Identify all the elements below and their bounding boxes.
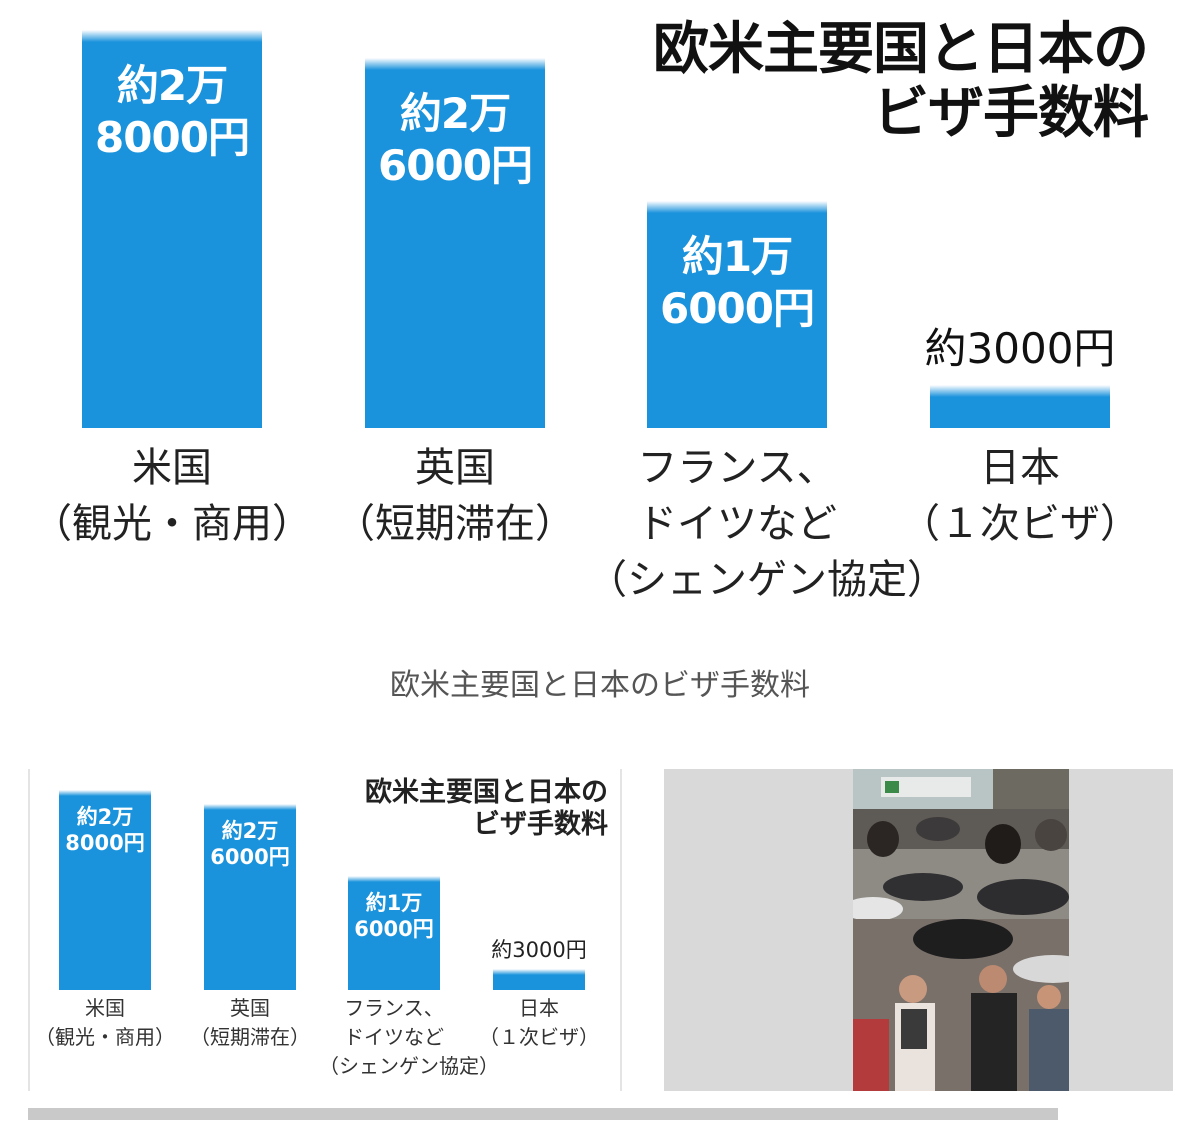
thumbnail-category-label-4: 日本 （１次ビザ） — [464, 994, 614, 1052]
crowd-photo-image — [853, 769, 1069, 1091]
value-label-1-line-2: 8000円 — [95, 113, 250, 162]
value-label-4-line-1: 約3000円 — [924, 324, 1116, 373]
horizontal-scrollbar[interactable] — [28, 1108, 1058, 1120]
thumbnail-value-label-1: 約2万 8000円 — [49, 804, 161, 856]
thumbnail-value-label-4: 約3000円 — [483, 937, 595, 963]
category-label-1: 米国 （観光・商用） — [22, 440, 322, 552]
thumbnail-value-label-1-line-1: 約2万 — [76, 805, 134, 829]
thumbnail-category-label-2-line-2: （短期滞在） — [190, 1025, 310, 1049]
thumbnail-bar-2 — [204, 804, 296, 990]
thumbnail-category-label-2: 英国 （短期滞在） — [175, 994, 325, 1052]
category-label-3-line-2: ドイツなど — [637, 501, 837, 547]
thumbnail-title-line-1: 欧米主要国と日本の — [365, 777, 608, 808]
thumbnail-value-label-4-line-1: 約3000円 — [491, 938, 587, 962]
thumbnail-value-label-2: 約2万 6000円 — [194, 818, 306, 870]
chart-title-line-2: ビザ手数料 — [873, 81, 1149, 146]
value-label-4: 約3000円 — [910, 323, 1130, 375]
category-label-4: 日本 （１次ビザ） — [870, 440, 1170, 552]
thumbnail-category-label-3-line-3: （シェンゲン協定） — [319, 1054, 499, 1078]
thumbnail-bar-4 — [493, 969, 585, 990]
thumbnail-value-label-3-line-1: 約1万 — [365, 891, 423, 915]
chart-title-line-1: 欧米主要国と日本の — [653, 17, 1149, 82]
chart-caption: 欧米主要国と日本のビザ手数料 — [390, 668, 810, 703]
value-label-2-line-2: 6000円 — [378, 141, 533, 190]
bar-2 — [365, 58, 545, 428]
thumbnail-value-label-1-line-2: 8000円 — [65, 831, 145, 855]
category-label-1-line-1: 米国 — [132, 445, 212, 491]
value-label-3: 約1万 6000円 — [627, 231, 847, 335]
thumbnail-category-label-3-line-1: フランス、 — [344, 996, 444, 1020]
bar-3 — [647, 201, 827, 428]
bar-4 — [930, 385, 1110, 428]
thumbnail-chart[interactable]: 欧米主要国と日本の ビザ手数料 約2万 8000円 米国 （観光・商用） 約2万 6000… — [28, 769, 622, 1091]
thumbnail-category-label-3-line-2: ドイツなど — [344, 1025, 444, 1049]
crowd-photo[interactable] — [853, 769, 1069, 1091]
category-label-1-line-2: （観光・商用） — [32, 501, 312, 547]
value-label-3-line-1: 約1万 — [681, 232, 793, 281]
thumbnail-category-label-1-line-1: 米国 — [85, 996, 125, 1020]
category-label-4-line-1: 日本 — [980, 445, 1060, 491]
value-label-1-line-1: 約2万 — [116, 61, 228, 110]
thumbnail-value-label-3-line-2: 6000円 — [354, 917, 434, 941]
thumbnail-category-label-4-line-2: （１次ビザ） — [479, 1025, 599, 1049]
thumbnail-title-line-2: ビザ手数料 — [473, 809, 608, 840]
category-label-3-line-1: フランス、 — [637, 445, 837, 491]
thumbnail-category-label-1-line-2: （観光・商用） — [35, 1025, 175, 1049]
thumbnail-value-label-2-line-2: 6000円 — [210, 845, 290, 869]
thumbnail-category-label-1: 米国 （観光・商用） — [30, 994, 180, 1052]
chart-title: 欧米主要国と日本の ビザ手数料 — [653, 17, 1149, 146]
category-label-3: フランス、ドイツなど （シェンゲン協定） — [587, 440, 947, 608]
thumbnail-bar-1 — [59, 790, 151, 990]
category-label-3-line-3: （シェンゲン協定） — [587, 557, 947, 603]
thumbnail-value-label-3: 約1万 6000円 — [338, 890, 450, 942]
thumbnail-chart-title: 欧米主要国と日本の ビザ手数料 — [365, 777, 608, 841]
category-label-4-line-2: （１次ビザ） — [900, 501, 1140, 547]
thumbnail-bar-3 — [348, 876, 440, 990]
category-label-2-line-2: （短期滞在） — [335, 501, 575, 547]
thumbnail-category-label-4-line-1: 日本 — [519, 996, 559, 1020]
category-label-2: 英国 （短期滞在） — [305, 440, 605, 552]
thumbnail-value-label-2-line-1: 約2万 — [221, 819, 279, 843]
thumbnail-category-label-2-line-1: 英国 — [230, 996, 270, 1020]
value-label-3-line-2: 6000円 — [660, 284, 815, 333]
value-label-2: 約2万 6000円 — [345, 88, 565, 192]
thumbnail-category-label-3: フランス、ドイツなど （シェンゲン協定） — [319, 994, 499, 1081]
value-label-2-line-1: 約2万 — [399, 89, 511, 138]
bar-1 — [82, 30, 262, 428]
value-label-1: 約2万 8000円 — [62, 60, 282, 164]
category-label-2-line-1: 英国 — [415, 445, 495, 491]
